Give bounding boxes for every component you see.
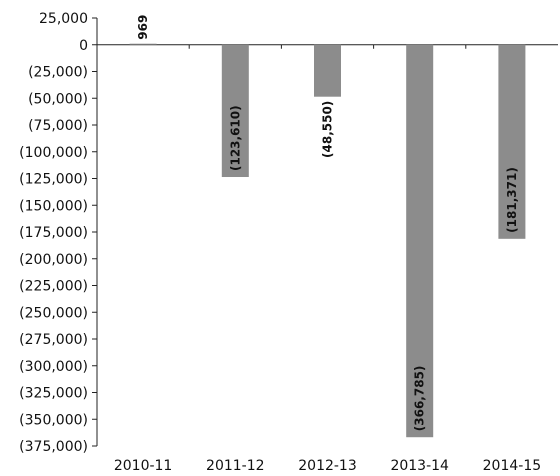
bar xyxy=(221,44,249,178)
x-tick-label: 2013-14 xyxy=(390,458,449,474)
data-label: 969 xyxy=(136,15,150,40)
y-tick-label: (275,000) xyxy=(19,332,88,348)
bar xyxy=(314,44,341,97)
data-label: (123,610) xyxy=(228,105,242,171)
x-tick-label: 2011-12 xyxy=(206,458,265,474)
x-tick-label: 2014-15 xyxy=(483,458,542,474)
bar xyxy=(498,44,526,239)
y-tick-label: 0 xyxy=(79,38,88,54)
y-tick-label: (175,000) xyxy=(19,225,88,241)
bar xyxy=(129,43,157,45)
x-tick-label: 2010-11 xyxy=(114,458,173,474)
bar xyxy=(406,44,434,438)
y-axis: 25,000 0 (25,000) (50,000) (75,000) (100,000)… xyxy=(19,11,98,455)
y-tick-label: (250,000) xyxy=(19,305,88,321)
y-tick-label: 25,000 xyxy=(39,11,88,27)
bars xyxy=(129,43,526,438)
y-tick-label: (200,000) xyxy=(19,252,88,268)
data-labels: 969 (123,610) (48,550) (366,785) (181,371) xyxy=(136,15,519,432)
x-axis: 2010-11 2011-12 2012-13 2013-14 2014-15 xyxy=(97,44,558,474)
y-tick-label: (25,000) xyxy=(28,65,88,81)
y-tick-label: (325,000) xyxy=(19,386,88,402)
y-tick-label: (225,000) xyxy=(19,279,88,295)
y-tick-label: (50,000) xyxy=(28,91,88,107)
y-tick-label: (375,000) xyxy=(19,439,88,455)
y-tick-label: (125,000) xyxy=(19,172,88,188)
x-tick-label: 2012-13 xyxy=(298,458,357,474)
y-tick-label: (300,000) xyxy=(19,359,88,375)
y-tick-label: (350,000) xyxy=(19,412,88,428)
data-label: (48,550) xyxy=(321,101,335,158)
y-tick-label: (75,000) xyxy=(28,118,88,134)
data-label: (181,371) xyxy=(505,167,519,233)
data-label: (366,785) xyxy=(413,366,427,432)
y-tick-label: (100,000) xyxy=(19,145,88,161)
y-tick-label: (150,000) xyxy=(19,198,88,214)
